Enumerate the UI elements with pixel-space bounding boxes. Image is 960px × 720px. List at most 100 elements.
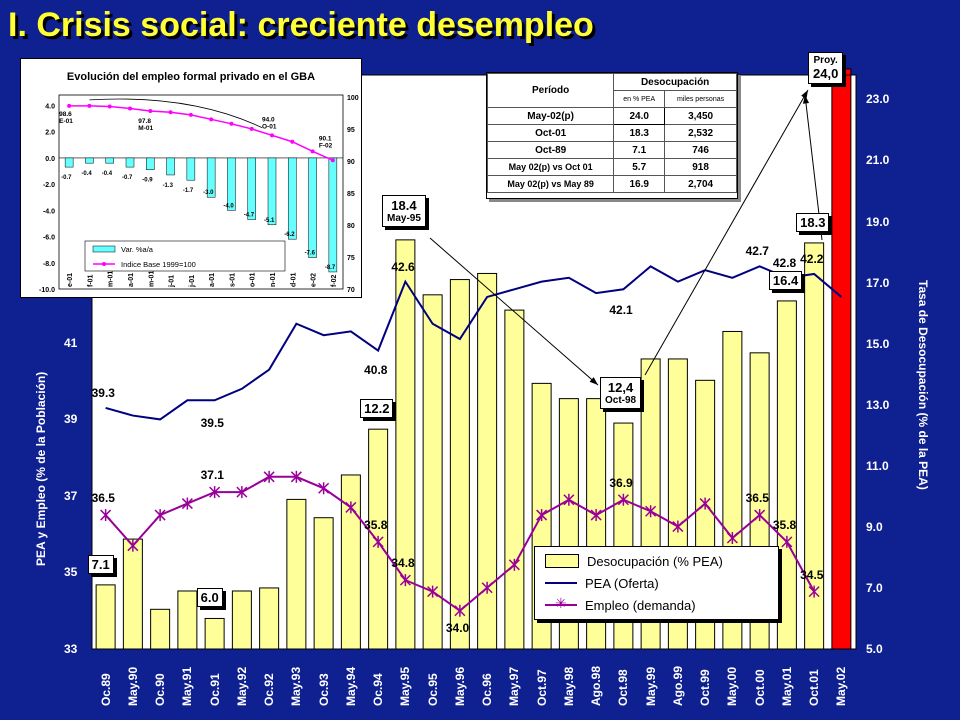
pea-value-label: 40.8 (364, 362, 388, 377)
bar (259, 587, 280, 650)
inset-index-marker (107, 104, 112, 109)
plot-frame (91, 74, 857, 650)
callout-may95: 18.4 May-95 (382, 195, 426, 227)
inset-y-tick-left: 2.0 (45, 130, 55, 137)
svg-text:F-02: F-02 (319, 142, 333, 149)
inset-y-tick-left: -4.0 (43, 208, 55, 215)
empleo-marker (100, 509, 112, 522)
empleo-marker (645, 505, 657, 518)
y-tick-left: 41 (64, 335, 78, 350)
svg-text:98.6: 98.6 (59, 111, 72, 118)
x-tick-label: Oc.91 (207, 673, 222, 706)
bar (395, 239, 416, 650)
empleo-marker (154, 509, 166, 522)
cell-pea: 16.9 (613, 175, 666, 193)
x-tick-label: May.92 (234, 666, 249, 706)
inset-bar-label: -4.0 (223, 203, 234, 209)
inset-bar (125, 157, 135, 168)
x-tick-label: Oc.90 (153, 673, 168, 706)
inset-y-tick-right: 100 (347, 95, 359, 102)
inset-x-tick: j-01 (169, 275, 176, 288)
inset-index-line (69, 105, 334, 161)
inset-y-tick-right: 90 (347, 159, 355, 166)
th-pea: en % PEA (613, 90, 666, 108)
pea-value-label: 42.1 (609, 303, 633, 318)
callout-oct98-value: 12,4 (607, 380, 634, 395)
bar (150, 608, 171, 650)
callout-proy-sub: Proy. (813, 55, 838, 66)
svg-text:97.8: 97.8 (138, 118, 151, 125)
empleo-marker (563, 493, 575, 506)
inset-bar-label: -0.4 (102, 171, 113, 177)
callout-may95-value: 18.4 (391, 198, 417, 213)
inset-bar-label: -7.6 (305, 251, 316, 257)
inset-bar (85, 157, 94, 164)
bar-value-label: 16.4 (768, 270, 803, 290)
legend-item-empleo: ✳ Empleo (demanda) (545, 595, 696, 615)
inset-bar (105, 157, 114, 164)
x-tick-label: Oct.00 (752, 669, 767, 706)
y-tick-right: 5.0 (866, 642, 883, 656)
bar (340, 474, 361, 650)
arrow-oct98-proy (644, 89, 809, 376)
cell-pea: 18.3 (613, 124, 666, 142)
empleo-marker (781, 535, 793, 548)
empleo-marker (290, 470, 302, 483)
legend-swatch-pea (545, 577, 577, 589)
inset-y-tick-left: -2.0 (43, 182, 55, 189)
empleo-value-label: 36.9 (609, 475, 633, 490)
y-tick-right: 7.0 (866, 580, 883, 595)
x-tick-label: Ago.98 (589, 665, 604, 706)
inset-annotation: 98.6E-01 (59, 111, 73, 125)
unemployment-table: Período Desocupación en % PEA miles pers… (486, 72, 738, 199)
inset-y-tick-right: 80 (347, 223, 355, 230)
empleo-marker (481, 581, 493, 594)
inset-x-tick: j-01 (189, 275, 196, 288)
y-tick-left: 33 (64, 642, 78, 656)
x-tick-label: Oc.95 (425, 673, 440, 706)
bar (177, 590, 198, 650)
inset-bar (267, 157, 277, 226)
svg-text:Indice Base 1999=100: Indice Base 1999=100 (121, 260, 196, 269)
empleo-marker (454, 604, 466, 617)
inset-x-tick: o-01 (250, 273, 257, 288)
x-tick-label: May.90 (125, 666, 140, 706)
cell-miles: 918 (664, 158, 737, 176)
table-row: Oct-89 7.1 746 (486, 141, 737, 159)
x-tick-label: Oct.97 (534, 669, 549, 706)
cell-label: May 02(p) vs May 89 (486, 175, 615, 193)
cell-pea: 5.7 (613, 158, 666, 176)
empleo-marker (672, 520, 684, 533)
inset-title: Evolución del empleo formal privado en e… (66, 71, 316, 83)
empleo-marker (726, 532, 738, 545)
y-axis-left-title: PEA y Empleo (% de la Población) (34, 371, 48, 566)
x-tick-label: May.91 (180, 666, 195, 706)
x-tick-label: Oc.94 (371, 673, 386, 706)
inset-index-marker (330, 158, 335, 163)
inset-x-tick: e-01 (67, 273, 74, 287)
inset-y-tick-right: 85 (347, 191, 355, 198)
empleo-value-label: 34.5 (800, 567, 824, 582)
inset-x-tick: e-02 (311, 273, 318, 287)
y-tick-right: 21.0 (866, 153, 890, 168)
y-tick-right: 15.0 (866, 336, 890, 351)
empleo-marker (699, 497, 711, 510)
empleo-marker (318, 482, 330, 495)
inset-bar-label: -5.1 (264, 218, 275, 224)
inset-bar-label: -0.7 (61, 175, 72, 181)
inset-index-marker (128, 106, 132, 111)
th-desocupacion: Desocupación (613, 73, 737, 91)
inset-bar (247, 157, 256, 220)
inset-index-marker (87, 103, 92, 108)
y-tick-right: 19.0 (866, 214, 890, 229)
bar (231, 590, 252, 650)
inset-bar-label: -0.4 (81, 171, 92, 177)
svg-text:M-01: M-01 (138, 125, 153, 132)
inset-y-tick-left: -8.0 (43, 261, 55, 268)
cell-label: Oct-89 (486, 141, 615, 159)
y-tick-right: 17.0 (866, 275, 890, 290)
table-row: May 02(p) vs Oct 01 5.7 918 (486, 158, 737, 176)
callout-proy-value: 24,0 (813, 66, 839, 81)
inset-x-tick: s-01 (229, 273, 236, 287)
inset-arrow (89, 98, 263, 129)
